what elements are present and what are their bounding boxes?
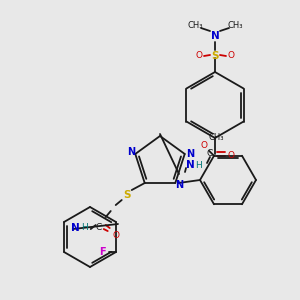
Text: O: O <box>227 151 235 160</box>
Text: O: O <box>196 52 202 61</box>
Text: N: N <box>186 160 194 170</box>
Text: CH₃: CH₃ <box>227 22 243 31</box>
Text: N: N <box>175 180 183 190</box>
Text: H: H <box>81 223 88 232</box>
Text: N: N <box>211 31 219 41</box>
Text: CH₃: CH₃ <box>187 22 203 31</box>
Text: O: O <box>112 230 119 239</box>
Text: S: S <box>211 51 219 61</box>
Text: F: F <box>99 247 105 257</box>
Text: C: C <box>207 149 213 158</box>
Text: S: S <box>123 190 130 200</box>
Text: N: N <box>186 149 194 159</box>
Text: CH₃: CH₃ <box>208 133 224 142</box>
Text: O: O <box>227 52 235 61</box>
Text: C: C <box>96 223 102 232</box>
Text: O: O <box>200 141 208 150</box>
Text: H: H <box>195 160 201 169</box>
Text: N: N <box>127 147 135 157</box>
Text: N: N <box>71 223 80 233</box>
